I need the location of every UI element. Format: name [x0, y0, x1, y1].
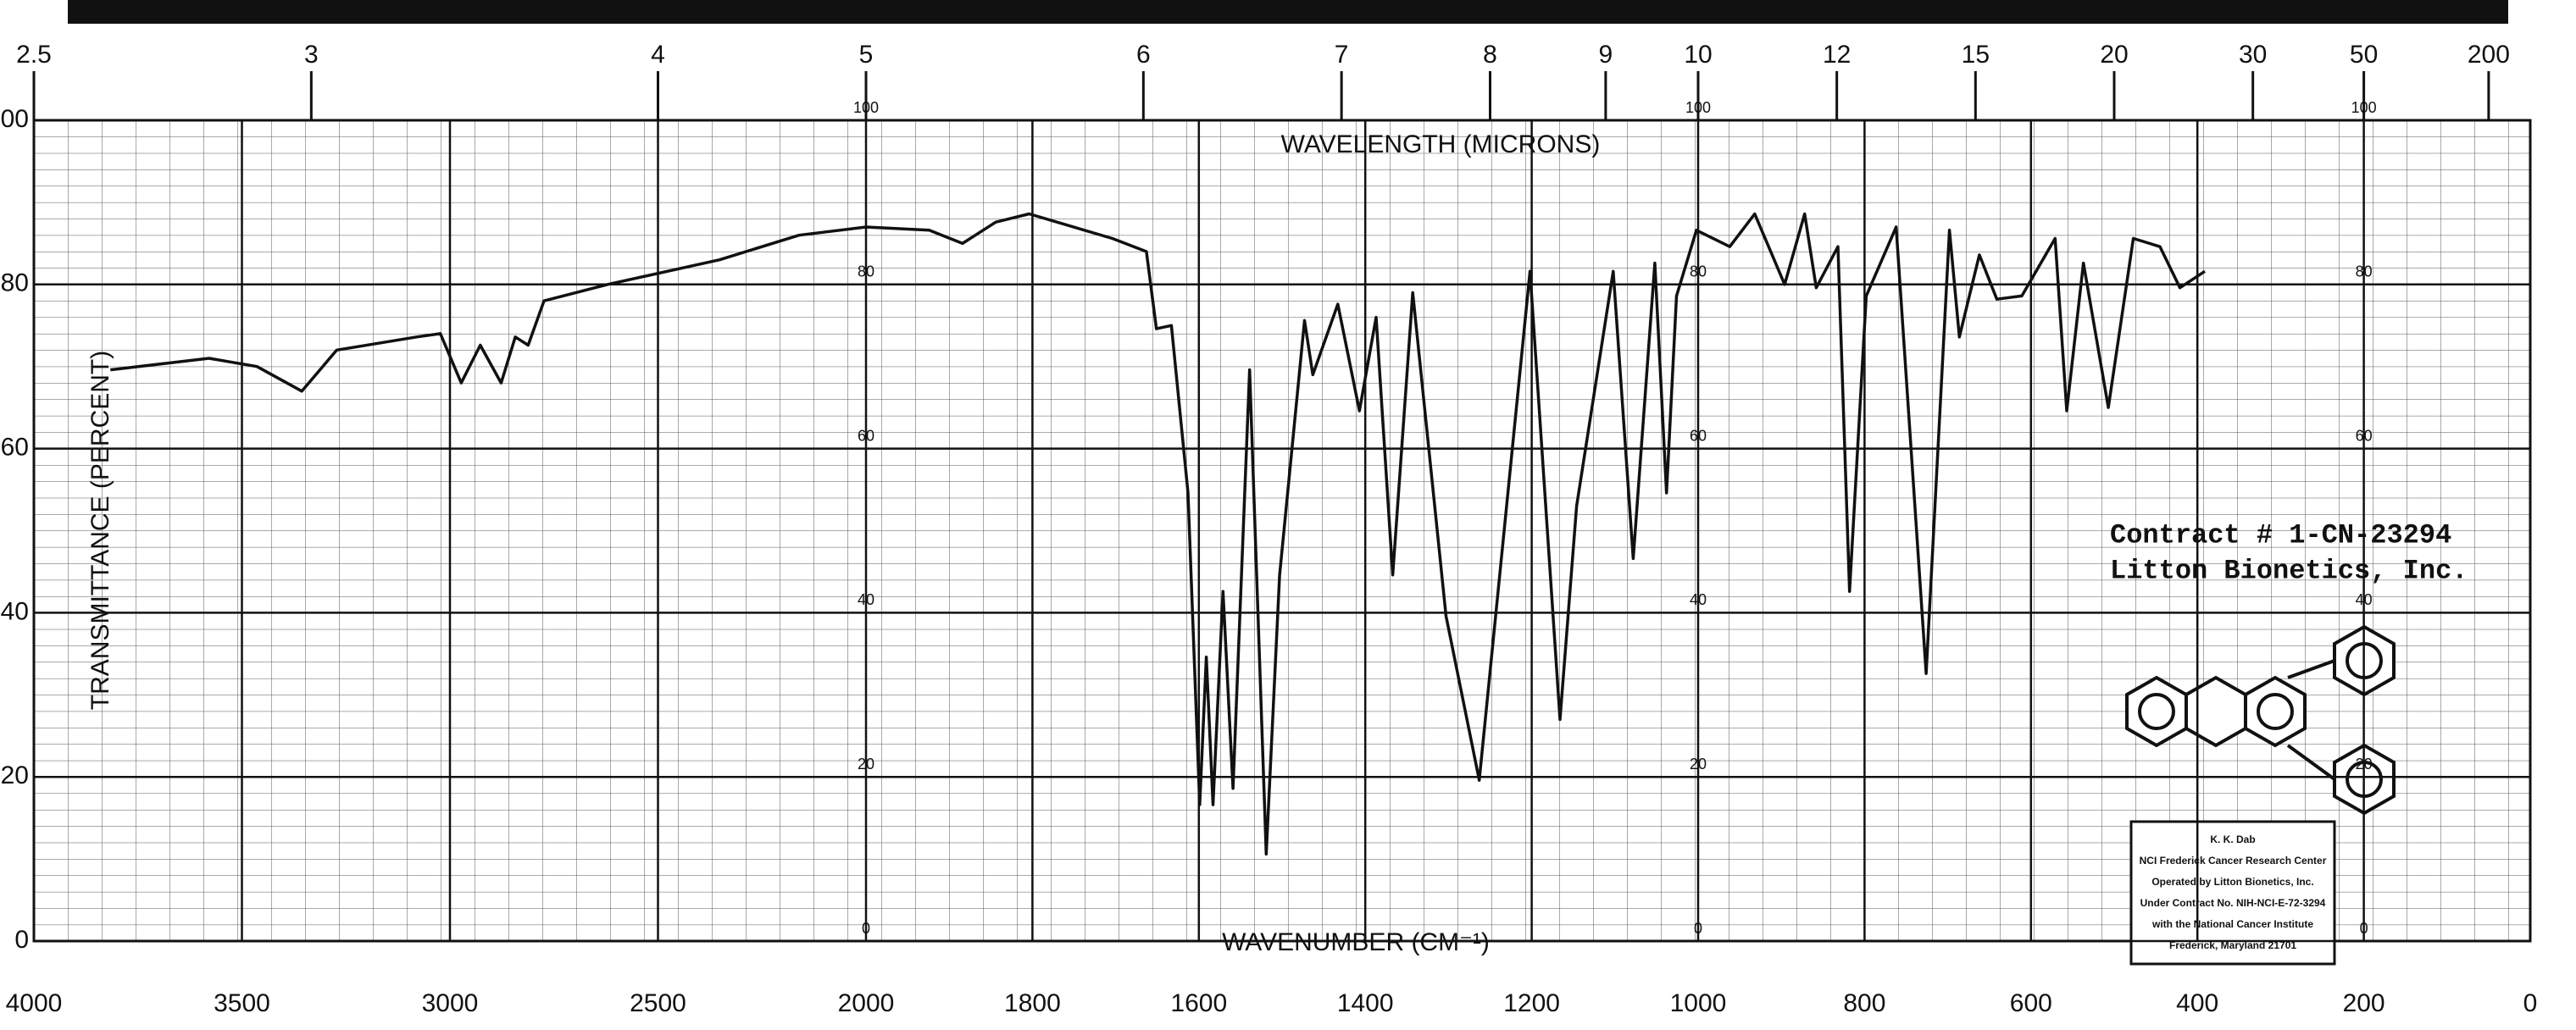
wavelength-title: WAVELENGTH (MICRONS)	[1281, 130, 1601, 158]
x-tick-label: 1400	[1337, 989, 1394, 1017]
wavelength-tick-label: 10	[1684, 41, 1712, 69]
credit-line: K. K. Dab	[2210, 833, 2255, 845]
y-tick-label: 80	[1, 269, 29, 297]
wavelength-tick-label: 3	[304, 41, 319, 69]
spectrum-line	[110, 212, 2206, 856]
wavelength-tick-label: 5	[859, 41, 874, 69]
x-tick-label: 1800	[1004, 989, 1061, 1017]
x-tick-label: 800	[1843, 989, 1885, 1017]
wavelength-tick-label: 9	[1599, 41, 1613, 69]
x-tick-label: 0	[2523, 989, 2538, 1017]
x-tick-label: 4000	[6, 989, 63, 1017]
credit-line: NCI Frederick Cancer Research Center	[2140, 855, 2327, 867]
structure	[2125, 624, 2396, 816]
wavelength-tick-label: 15	[1962, 41, 1990, 69]
wavelength-tick-label: 6	[1136, 41, 1151, 69]
x-tick-label: 3500	[214, 989, 270, 1017]
wavelength-tick-label: 200	[2468, 41, 2510, 69]
x-tick-label: 1000	[1670, 989, 1727, 1017]
y-axis-title: TRANSMITTANCE (PERCENT)	[86, 351, 114, 710]
annotation: Litton Bionetics, Inc.	[2110, 555, 2468, 586]
wavelength-tick-label: 50	[2350, 41, 2378, 69]
y-tick-label: 40	[1, 597, 29, 625]
wavelength-tick-label: 4	[651, 41, 665, 69]
credit-line: Operated by Litton Bionetics, Inc.	[2151, 876, 2313, 888]
wavelength-tick-label: 20	[2100, 41, 2128, 69]
x-tick-label: 200	[2343, 989, 2385, 1017]
wavelength-tick-label: 30	[2239, 41, 2267, 69]
y-tick-label: 20	[1, 761, 29, 789]
wavelength-tick-label: 7	[1335, 41, 1349, 69]
y-tick-label: 100	[0, 105, 29, 133]
x-tick-label: 1600	[1170, 989, 1227, 1017]
wavelength-tick-label: 2.5	[16, 41, 52, 69]
credit-line: Frederick, Maryland 21701	[2169, 939, 2296, 951]
wavelength-tick-label: 12	[1823, 41, 1851, 69]
y-tick-label: 60	[1, 434, 29, 462]
x-tick-label: 600	[2010, 989, 2052, 1017]
credit-line: with the National Cancer Institute	[2151, 918, 2313, 930]
credit-line: Under Contract No. NIH-NCI-E-72-3294	[2140, 897, 2326, 909]
x-tick-label: 1200	[1503, 989, 1560, 1017]
x-tick-label: 2000	[838, 989, 895, 1017]
x-tick-label: 400	[2176, 989, 2218, 1017]
wavenumber-title: WAVENUMBER (CM⁻¹)	[1222, 928, 1490, 956]
x-tick-label: 2500	[630, 989, 686, 1017]
annotation: Contract # 1-CN-23294	[2110, 519, 2451, 551]
top-bar	[68, 0, 2508, 24]
y-tick-label: 0	[14, 926, 29, 954]
x-tick-label: 3000	[422, 989, 479, 1017]
wavelength-tick-label: 8	[1483, 41, 1497, 69]
